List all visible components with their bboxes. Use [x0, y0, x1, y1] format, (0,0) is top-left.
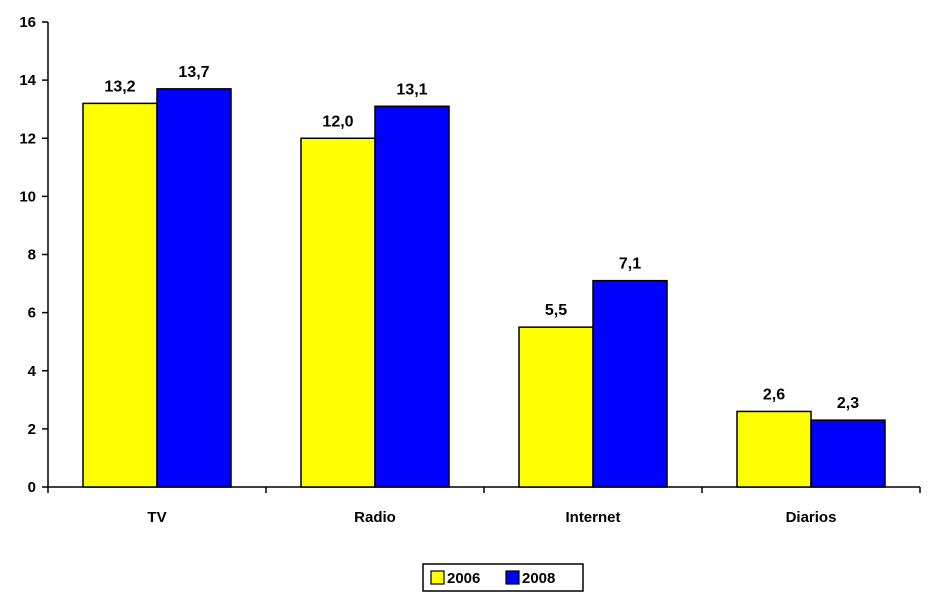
data-label: 7,1 — [619, 256, 641, 273]
data-label: 2,6 — [763, 386, 785, 403]
y-tick-label: 2 — [28, 421, 36, 438]
data-label: 13,7 — [178, 64, 209, 81]
bar-2008-radio — [374, 105, 450, 488]
data-label: 12,0 — [322, 113, 353, 130]
legend: 2006 2008 — [422, 563, 584, 592]
data-label: 5,5 — [545, 302, 567, 319]
bar-2006-radio — [300, 137, 376, 488]
data-label: 2,3 — [837, 395, 859, 412]
bar-2008-internet — [592, 279, 668, 488]
y-tick-label: 12 — [19, 130, 36, 147]
bar-2006-tv — [82, 102, 158, 488]
category-label: Diarios — [786, 509, 837, 526]
legend-label-2008: 2008 — [522, 570, 555, 587]
bar-2008-tv — [156, 88, 232, 488]
category-label: Internet — [565, 509, 620, 526]
data-label: 13,2 — [104, 78, 135, 95]
y-tick-label: 14 — [19, 72, 36, 89]
data-label: 13,1 — [396, 81, 427, 98]
y-tick-label: 8 — [28, 247, 36, 264]
y-tick-label: 6 — [28, 305, 36, 322]
legend-swatch-2006 — [430, 570, 445, 585]
category-label: TV — [147, 509, 166, 526]
bars — [82, 88, 886, 488]
legend-swatch-2008 — [505, 570, 520, 585]
labels: 13,2 13,7 TV 12,0 13,1 Radio 5,5 7,1 Internet 2,6… — [104, 64, 859, 526]
legend-box — [422, 563, 584, 592]
bar-2006-diarios — [736, 410, 812, 488]
y-tick-label: 4 — [28, 363, 37, 380]
y-tick-label: 16 — [19, 14, 36, 31]
legend-label-2006: 2006 — [447, 570, 480, 587]
y-tick-label: 0 — [28, 479, 36, 496]
bar-2006-internet — [518, 326, 594, 488]
bar-2008-diarios — [810, 419, 886, 488]
category-label: Radio — [354, 509, 396, 526]
y-tick-label: 10 — [19, 188, 36, 205]
